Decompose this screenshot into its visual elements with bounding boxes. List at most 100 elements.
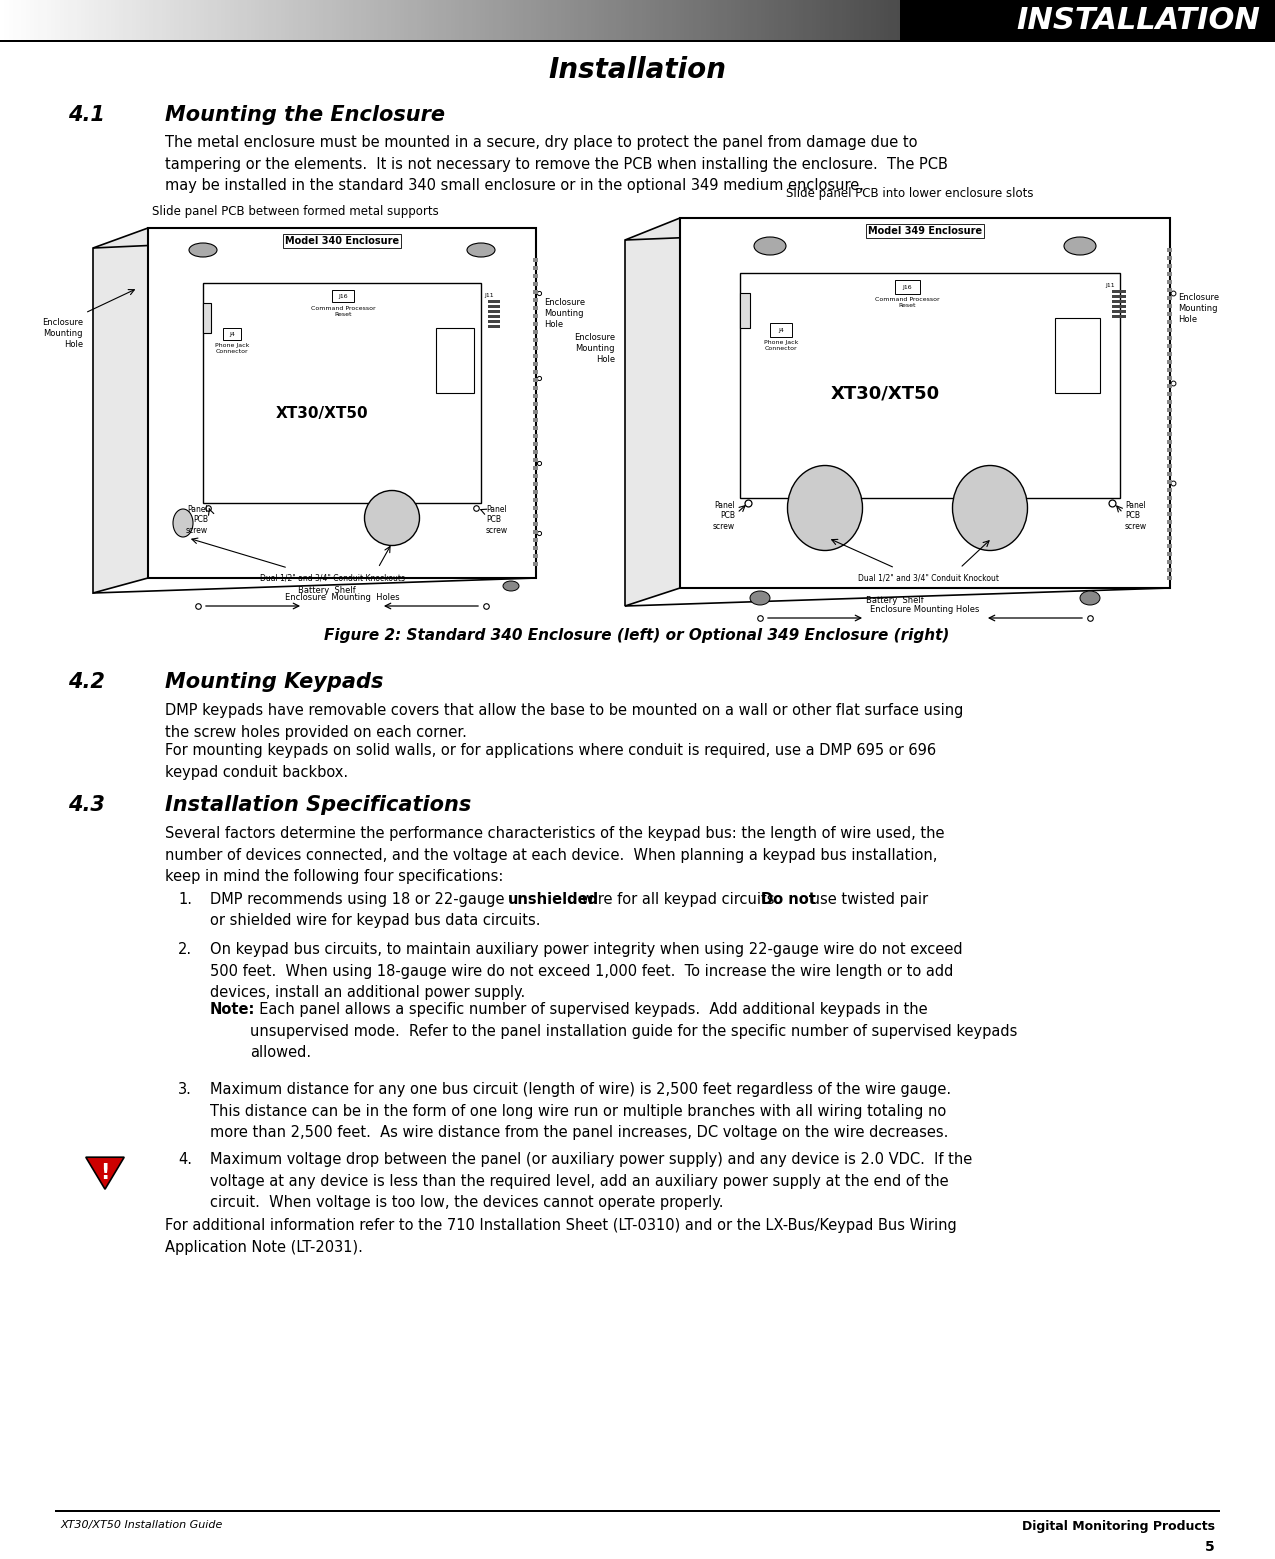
Bar (1167, 496, 1172, 500)
Text: Several factors determine the performance characteristics of the keypad bus: the: Several factors determine the performanc… (164, 826, 945, 884)
Text: XT30/XT50: XT30/XT50 (275, 405, 368, 421)
Bar (654, 0, 659, 41)
Bar (1167, 488, 1172, 493)
Text: DMP recommends using 18 or 22-gauge: DMP recommends using 18 or 22-gauge (210, 892, 509, 907)
Bar (663, 0, 667, 41)
Text: Model 340 Enclosure: Model 340 Enclosure (284, 235, 399, 246)
Bar (446, 0, 450, 41)
Text: wire for all keypad circuits.: wire for all keypad circuits. (578, 892, 788, 907)
Bar (76, 0, 80, 41)
Bar (629, 0, 634, 41)
Bar (370, 0, 374, 41)
Bar (1100, 0, 1105, 41)
Bar (348, 0, 353, 41)
Bar (412, 0, 417, 41)
Bar (315, 0, 319, 41)
Ellipse shape (173, 508, 193, 536)
Bar (442, 0, 446, 41)
Text: Mounting the Enclosure: Mounting the Enclosure (164, 104, 445, 125)
Bar (1148, 0, 1151, 41)
Bar (705, 0, 710, 41)
Bar (233, 0, 238, 41)
Bar (306, 0, 310, 41)
Text: 4.: 4. (179, 1152, 193, 1168)
Bar (536, 0, 539, 41)
Polygon shape (93, 228, 536, 248)
Text: 5: 5 (1205, 1540, 1215, 1554)
Bar (1075, 0, 1080, 41)
Bar (748, 0, 752, 41)
Bar (506, 0, 510, 41)
Bar (0, 0, 4, 41)
Bar (1167, 376, 1172, 380)
Bar (353, 0, 357, 41)
Bar (29, 0, 34, 41)
Bar (532, 0, 536, 41)
Bar (986, 0, 991, 41)
Bar (533, 282, 538, 285)
Bar (740, 0, 743, 41)
Bar (935, 0, 940, 41)
Bar (136, 0, 140, 41)
Ellipse shape (365, 491, 419, 546)
Text: INSTALLATION: INSTALLATION (1016, 6, 1260, 34)
Bar (1246, 0, 1250, 41)
Bar (880, 0, 884, 41)
Bar (533, 369, 538, 374)
Bar (38, 0, 42, 41)
Bar (1167, 304, 1172, 309)
Text: Enclosure Mounting Holes: Enclosure Mounting Holes (871, 605, 979, 614)
Bar (395, 0, 399, 41)
Bar (246, 0, 251, 41)
Bar (302, 0, 306, 41)
Polygon shape (93, 578, 536, 592)
Bar (1016, 0, 1020, 41)
Ellipse shape (504, 582, 519, 591)
Bar (1167, 296, 1172, 299)
Bar (1167, 529, 1172, 532)
Bar (896, 0, 901, 41)
Text: Command Processor
Reset: Command Processor Reset (875, 298, 940, 309)
Bar (533, 410, 538, 415)
Bar (361, 0, 366, 41)
Bar (876, 0, 880, 41)
Bar (332, 0, 335, 41)
Bar (842, 0, 845, 41)
Bar (297, 0, 302, 41)
Bar (111, 0, 115, 41)
Bar (638, 0, 641, 41)
Bar (1020, 0, 1024, 41)
Bar (533, 387, 538, 390)
Bar (55, 0, 60, 41)
Bar (1112, 295, 1126, 298)
Bar (533, 257, 538, 262)
Bar (468, 0, 472, 41)
Bar (1167, 455, 1172, 460)
Bar (259, 0, 264, 41)
Text: Figure 2: Standard 340 Enclosure (left) or Optional 349 Enclosure (right): Figure 2: Standard 340 Enclosure (left) … (324, 628, 950, 642)
Ellipse shape (754, 237, 785, 256)
Bar (533, 538, 538, 543)
Bar (952, 0, 956, 41)
Bar (510, 0, 514, 41)
Bar (787, 0, 790, 41)
Bar (940, 0, 944, 41)
Bar (718, 0, 723, 41)
Bar (544, 0, 548, 41)
Bar (672, 0, 676, 41)
Bar (1105, 0, 1109, 41)
Bar (1167, 575, 1172, 580)
Bar (488, 310, 500, 313)
Bar (332, 290, 354, 302)
Bar (680, 0, 685, 41)
Text: Note:: Note: (210, 1002, 255, 1016)
Bar (863, 0, 867, 41)
Bar (1049, 0, 1054, 41)
Bar (417, 0, 421, 41)
Bar (931, 0, 935, 41)
Ellipse shape (750, 591, 770, 605)
Bar (1113, 0, 1118, 41)
Bar (770, 323, 792, 337)
Bar (586, 0, 590, 41)
Bar (533, 507, 538, 510)
